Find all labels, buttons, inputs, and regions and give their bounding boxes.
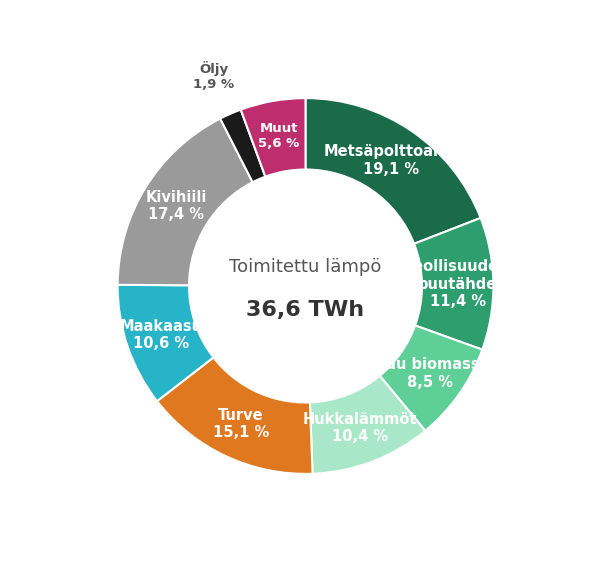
Wedge shape [220, 110, 265, 182]
Text: Metsäpolttoaine
19,1 %: Metsäpolttoaine 19,1 % [324, 144, 459, 177]
Wedge shape [117, 285, 213, 401]
Text: Turve
15,1 %: Turve 15,1 % [213, 408, 269, 440]
Text: Hukkalämmöt
10,4 %: Hukkalämmöt 10,4 % [302, 412, 417, 444]
Wedge shape [241, 98, 306, 177]
Text: Muut
5,6 %: Muut 5,6 % [258, 122, 299, 150]
Text: Toimitettu lämpö: Toimitettu lämpö [229, 258, 382, 276]
Wedge shape [414, 218, 494, 349]
Wedge shape [306, 98, 481, 244]
Text: Muu biomassa
8,5 %: Muu biomassa 8,5 % [371, 358, 489, 390]
Text: 36,6 TWh: 36,6 TWh [246, 300, 365, 320]
Wedge shape [310, 376, 425, 474]
Wedge shape [380, 325, 482, 431]
Text: Kivihiili
17,4 %: Kivihiili 17,4 % [145, 190, 207, 223]
Text: Maakaasu
10,6 %: Maakaasu 10,6 % [120, 319, 203, 351]
Text: Teollisuuden
puutähde
11,4 %: Teollisuuden puutähde 11,4 % [406, 259, 510, 309]
Text: Öljy
1,9 %: Öljy 1,9 % [193, 61, 235, 91]
Wedge shape [117, 118, 252, 285]
Wedge shape [157, 358, 313, 474]
